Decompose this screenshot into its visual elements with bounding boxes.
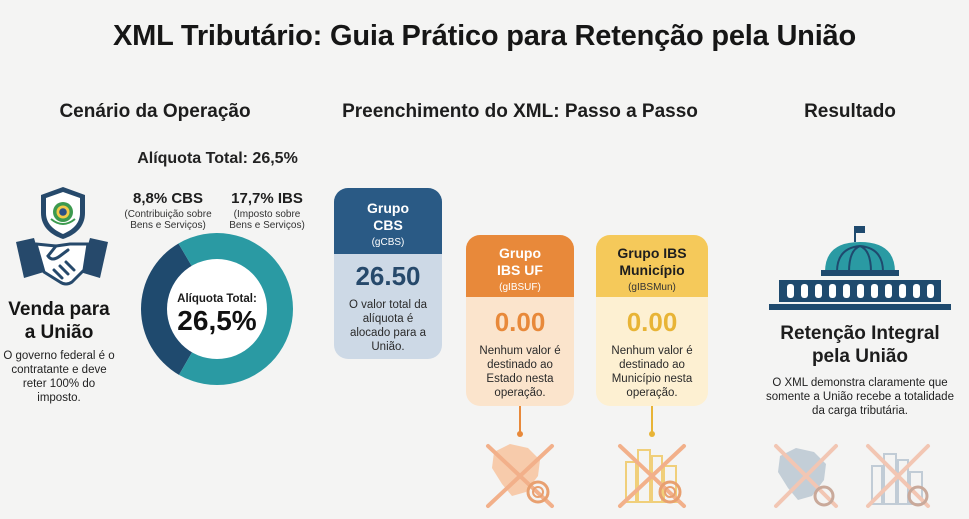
venda-title: Venda para a União: [0, 298, 118, 344]
resultado-title: Retenção Integral pela União: [760, 322, 960, 368]
card-ibs-mun-title-1: Grupo IBS: [617, 245, 687, 261]
ibs-desc-line-1: (Imposto sobre: [233, 209, 301, 220]
card-ibs-uf: Grupo IBS UF (gIBSUF) 0.00 Nenhum valor …: [466, 235, 574, 406]
card-ibs-uf-title-1: Grupo: [499, 245, 541, 261]
section-header-preenchimento: Preenchimento do XML: Passo a Passo: [342, 101, 698, 122]
card-cbs-description: O valor total da alíquota é alocado para…: [349, 299, 427, 353]
government-shield-icon: [41, 187, 85, 239]
card-ibs-uf-header: Grupo IBS UF (gIBSUF): [466, 235, 574, 297]
page-title: XML Tributário: Guia Prático para Retenç…: [112, 20, 857, 52]
handshake-icon: [16, 238, 108, 286]
resultado-title-line-2: pela União: [811, 346, 909, 367]
cbs-label: 8,8% CBS (Contribuição sobre Bens e Serv…: [118, 190, 218, 231]
card-ibs-municipio-description: Nenhum valor é destinado ao Município ne…: [611, 345, 693, 399]
card-ibs-uf-description: Nenhum valor é destinado ao Estado nesta…: [479, 345, 561, 399]
capitol-building-icon: [769, 226, 951, 310]
section-header-cenario: Cenário da Operação: [59, 101, 251, 122]
card-cbs: Grupo CBS (gCBS) 26.50 O valor total da …: [334, 188, 442, 359]
resultado-title-line-1: Retenção Integral: [780, 323, 940, 344]
card-cbs-title-2: CBS: [373, 217, 403, 233]
venda-title-line-1: Venda para: [8, 299, 110, 320]
ibs-desc-line-2: Bens e Serviços): [229, 220, 305, 231]
ibs-label: 17,7% IBS (Imposto sobre Bens e Serviços…: [222, 190, 312, 231]
donut-center-value: 26,5%: [177, 305, 256, 336]
cbs-percent: 8,8% CBS: [132, 190, 204, 207]
card-ibs-uf-code: (gIBSUF): [499, 282, 541, 293]
section-header-resultado: Resultado: [804, 101, 896, 122]
card-cbs-code: (gCBS): [371, 237, 405, 248]
ibs-description: (Imposto sobre Bens e Serviços): [222, 209, 312, 231]
card-ibs-municipio: Grupo IBS Município (gIBSMun) 0.00 Nenhu…: [596, 235, 708, 406]
card-cbs-value: 26.50: [355, 261, 421, 291]
municipio-crossed-icon: [618, 406, 686, 508]
resultado-description: O XML demonstra claramente que somente a…: [766, 377, 954, 417]
card-ibs-uf-value: 0.00: [494, 307, 546, 337]
aliquota-total-label: Alíquota Total: 26,5%: [137, 150, 298, 167]
donut-hole: [167, 259, 267, 359]
venda-description: O governo federal é o contratante e deve…: [3, 350, 115, 404]
venda-title-line-2: a União: [24, 322, 94, 343]
cbs-desc-line-1: (Contribuição sobre: [124, 209, 212, 220]
state-excluded-icon: [774, 444, 838, 508]
cbs-desc-line-2: Bens e Serviços): [130, 220, 206, 231]
donut-center-label: Alíquota Total:: [177, 293, 257, 305]
ibs-percent: 17,7% IBS: [231, 190, 303, 207]
card-ibs-municipio-value: 0.00: [626, 307, 678, 337]
card-cbs-title-1: Grupo: [367, 200, 409, 216]
cbs-description: (Contribuição sobre Bens e Serviços): [118, 209, 218, 231]
municipio-excluded-icon: [866, 444, 930, 508]
card-ibs-uf-title-2: IBS UF: [497, 262, 543, 278]
card-cbs-header: Grupo CBS (gCBS): [334, 188, 442, 254]
card-ibs-mun-title-2: Município: [619, 262, 685, 278]
state-crossed-icon: [486, 406, 554, 508]
card-ibs-mun-code: (gIBSMun): [628, 282, 676, 293]
card-ibs-municipio-header: Grupo IBS Município (gIBSMun): [596, 235, 708, 297]
aliquota-donut: Alíquota Total: 26,5%: [140, 233, 293, 385]
